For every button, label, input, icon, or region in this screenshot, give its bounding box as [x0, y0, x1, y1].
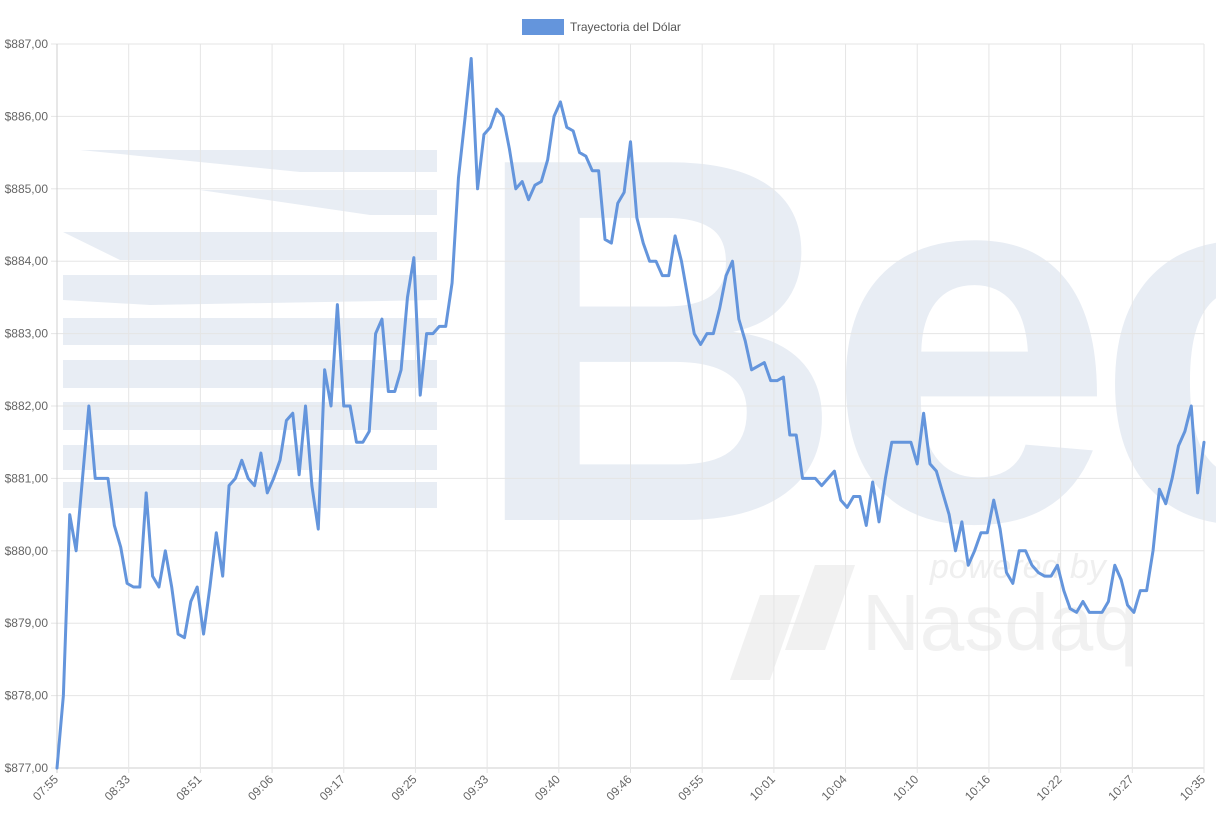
x-tick-label: 10:27	[1105, 772, 1136, 803]
y-tick-label: $882,00	[5, 399, 49, 413]
x-tick-label: 10:16	[962, 772, 993, 803]
x-tick-label: 09:55	[675, 772, 706, 803]
x-tick-label: 09:40	[532, 772, 563, 803]
nasdaq-logo-icon	[730, 565, 855, 680]
y-axis: $877,00 $878,00 $879,00 $880,00 $881,00 $882,…	[5, 37, 49, 775]
x-tick-label: 10:01	[747, 772, 778, 803]
x-tick-label: 10:04	[819, 772, 850, 803]
x-tick-label: 09:06	[245, 772, 276, 803]
y-tick-label: $887,00	[5, 37, 49, 51]
x-tick-label: 08:51	[173, 772, 204, 803]
legend-label[interactable]: Trayectoria del Dólar	[570, 20, 681, 34]
x-tick-label: 09:33	[460, 772, 491, 803]
legend-swatch[interactable]	[522, 19, 564, 35]
watermark-partner-text: Nasdaq	[862, 578, 1138, 667]
watermark-brand-text: Bec	[470, 50, 1216, 631]
chart-grid	[51, 43, 1205, 773]
x-tick-label: 09:46	[603, 772, 634, 803]
chart-legend[interactable]: Trayectoria del Dólar	[522, 19, 681, 35]
y-tick-label: $877,00	[5, 761, 49, 775]
x-tick-label: 08:33	[102, 772, 133, 803]
y-tick-label: $886,00	[5, 109, 49, 123]
bec-watermark-logo: Bec powered by Nasdaq	[63, 50, 1216, 680]
x-tick-label: 09:25	[388, 772, 419, 803]
x-axis: 07:55 08:33 08:51 09:06 09:17 09:25 09:33 09:40…	[30, 772, 1208, 803]
y-tick-label: $881,00	[5, 471, 49, 485]
y-tick-label: $883,00	[5, 327, 49, 341]
y-tick-label: $878,00	[5, 689, 49, 703]
x-tick-label: 09:17	[317, 772, 348, 803]
x-tick-label: 10:35	[1177, 772, 1208, 803]
series-line[interactable]	[55, 56, 1206, 770]
bec-emblem-stripes-icon	[63, 150, 437, 508]
y-tick-label: $884,00	[5, 254, 49, 268]
x-tick-label: 10:10	[890, 772, 921, 803]
series-layer	[55, 56, 1206, 770]
y-tick-label: $880,00	[5, 544, 49, 558]
y-tick-label: $885,00	[5, 182, 49, 196]
x-tick-label: 07:55	[30, 772, 61, 803]
x-tick-label: 10:22	[1034, 772, 1065, 803]
y-tick-label: $879,00	[5, 616, 49, 630]
